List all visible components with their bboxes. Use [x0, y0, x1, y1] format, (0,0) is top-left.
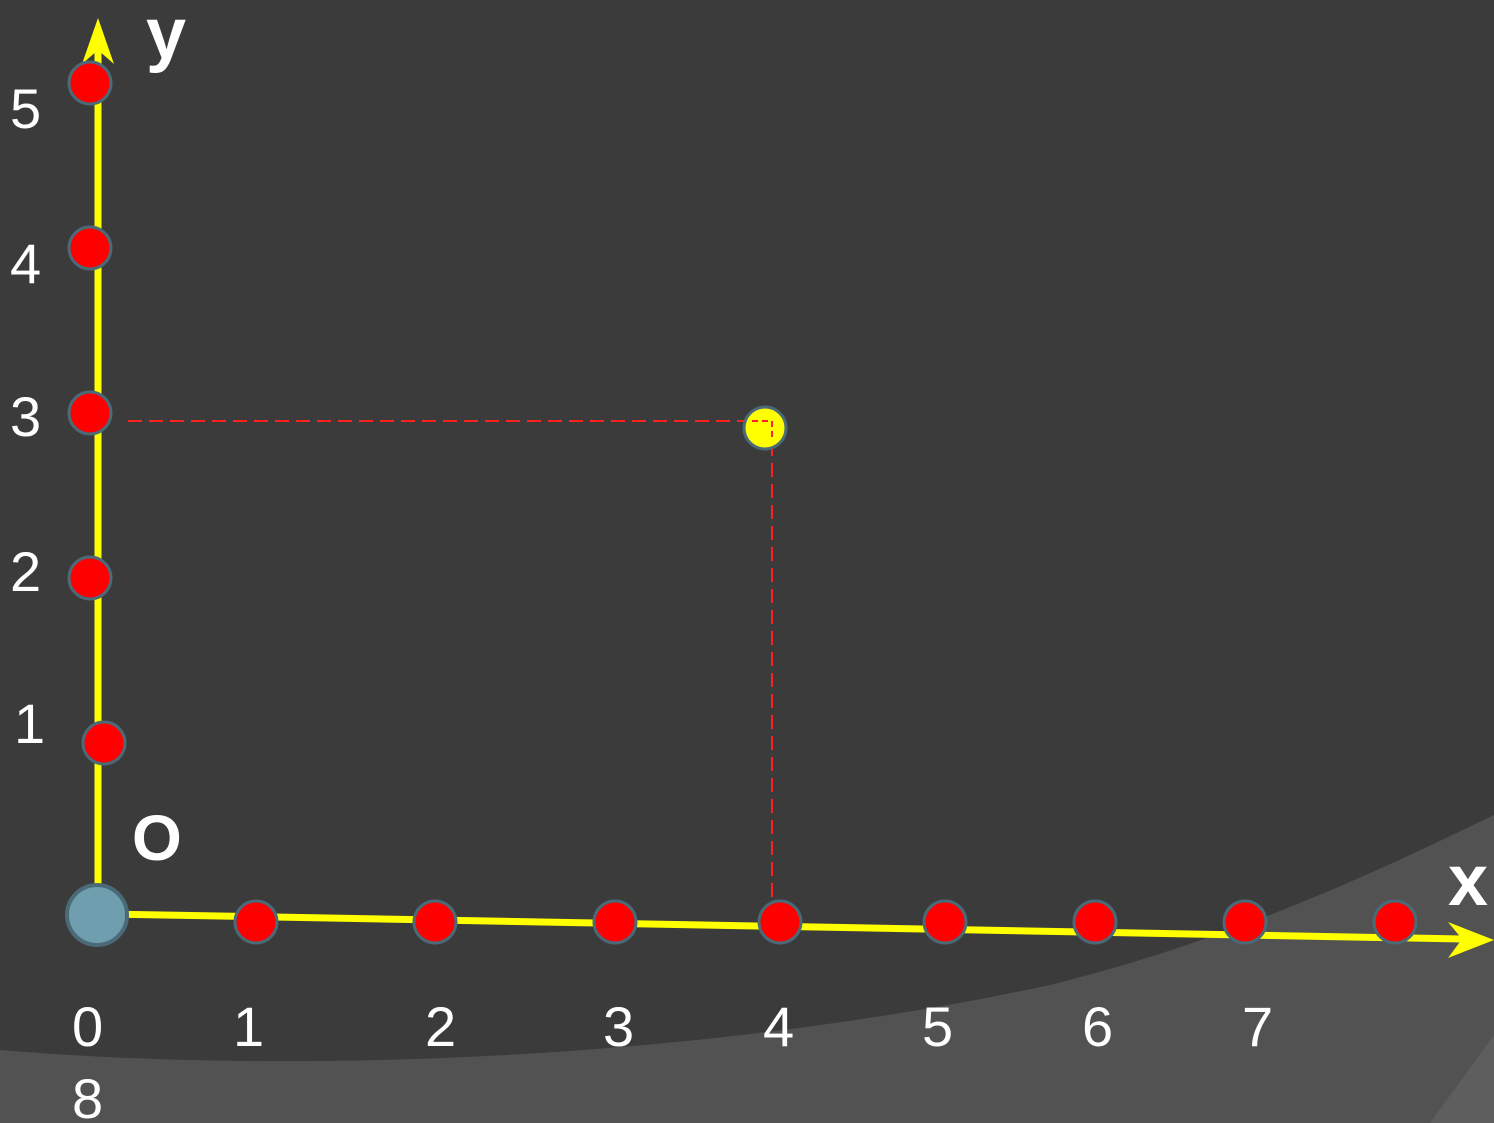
y-point-4	[67, 225, 113, 271]
x-point-2	[412, 899, 458, 945]
y-axis-arrow	[82, 18, 114, 64]
background-band-highlight	[1430, 1035, 1494, 1123]
x-point-3	[592, 899, 638, 945]
x-point-4	[757, 899, 803, 945]
x-tick-8: 8	[72, 1067, 103, 1123]
x-point-5	[922, 899, 968, 945]
y-point-2	[67, 555, 113, 601]
y-tick-2: 2	[10, 540, 41, 603]
x-tick-6: 6	[1082, 995, 1113, 1058]
y-point-5	[67, 60, 113, 106]
y-tick-4: 4	[10, 232, 41, 295]
y-axis-label: y	[146, 0, 186, 74]
x-tick-3: 3	[603, 995, 634, 1058]
highlight-point	[742, 405, 788, 451]
y-point-3	[67, 390, 113, 436]
x-tick-5: 5	[922, 995, 953, 1058]
highlight-corner-mark	[752, 420, 773, 440]
background-band	[0, 815, 1494, 1123]
origin-label: O	[132, 802, 182, 874]
y-tick-3: 3	[10, 385, 41, 448]
x-axis-arrow	[1448, 922, 1494, 958]
y-point-1	[81, 720, 127, 766]
x-point-8	[1372, 899, 1418, 945]
x-point-6	[1072, 899, 1118, 945]
x-tick-7: 7	[1242, 995, 1273, 1058]
y-tick-5: 5	[10, 77, 41, 140]
x-axis-label: x	[1448, 841, 1488, 921]
x-tick-1: 1	[233, 995, 264, 1058]
x-point-1	[233, 899, 279, 945]
x-tick-4: 4	[763, 995, 794, 1058]
x-tick-0: 0	[72, 995, 103, 1058]
origin-point	[65, 883, 129, 947]
x-point-7	[1222, 899, 1268, 945]
x-tick-2: 2	[425, 995, 456, 1058]
y-tick-1: 1	[14, 692, 45, 755]
